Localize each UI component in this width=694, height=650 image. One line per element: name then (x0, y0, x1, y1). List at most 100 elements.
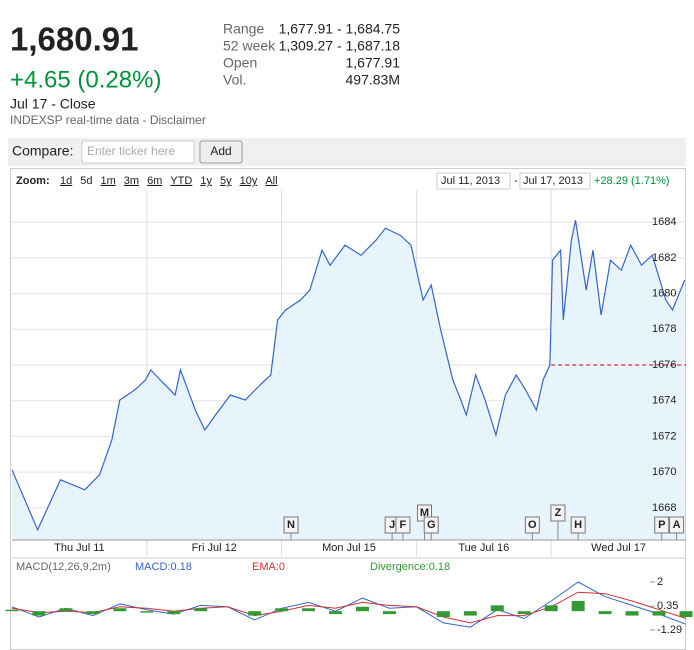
divergence-bar (167, 611, 181, 615)
add-button-label: Add (210, 144, 231, 158)
flag[interactable] (423, 516, 439, 534)
flag[interactable] (654, 516, 670, 534)
stat-value: 1,677.91 - 1,684.75 (279, 21, 401, 37)
flag-label: N (287, 519, 295, 531)
flag-label: G (427, 519, 436, 531)
zoom-link[interactable]: 1m (101, 175, 116, 187)
flag-label: F (400, 519, 407, 531)
divergence-bar (329, 611, 343, 615)
divergence-bar (355, 606, 369, 612)
stat-value: 1,309.27 - 1,687.18 (279, 38, 401, 54)
to-date: Jul 17, 2013 (523, 175, 583, 187)
flag-label: M (420, 507, 429, 519)
divergence-bar (598, 611, 612, 615)
stat-label: Open (223, 55, 257, 71)
price-area (12, 220, 685, 540)
zoom-link[interactable]: 1y (200, 175, 212, 187)
macd-line (11, 581, 687, 628)
macd-line (11, 591, 687, 624)
flag[interactable] (524, 516, 540, 534)
from-box[interactable] (436, 172, 511, 190)
zoom-link[interactable]: 10y (240, 175, 258, 187)
zoom-label: Zoom: (16, 175, 50, 187)
stat-label: Range (223, 21, 264, 37)
legend-entry: Divergence:0.18 (370, 561, 450, 573)
zoom-link[interactable]: 5d (80, 175, 92, 187)
flag[interactable] (550, 504, 566, 522)
y-tick-label: 1668 (652, 502, 676, 514)
price-line (11, 220, 686, 532)
stat-label: Vol. (223, 72, 246, 88)
divergence-bar (32, 611, 46, 616)
divergence-bar (679, 611, 693, 618)
flag-label: H (574, 519, 582, 531)
divergence-bar (59, 608, 73, 612)
legend-entry: MACD:0.18 (135, 561, 192, 573)
y-tick-label: 1672 (652, 430, 676, 442)
y-tick-label: -1.29 (657, 624, 682, 636)
zoom-link[interactable]: 6m (147, 175, 162, 187)
divergence-bar (652, 611, 666, 616)
zoom-link[interactable]: All (265, 175, 277, 187)
x-tick-label: Fri Jul 12 (192, 542, 237, 554)
divergence-bar (302, 608, 316, 612)
divergence-bar (463, 611, 477, 616)
y-tick-label: 0.35 (657, 600, 678, 612)
divergence-bar (140, 611, 154, 613)
divergence-bar (5, 609, 19, 612)
divergence-bar (275, 608, 289, 612)
y-tick-label: 1682 (652, 252, 676, 264)
add-button[interactable] (199, 140, 243, 164)
x-tick-label: Thu Jul 11 (54, 542, 105, 554)
x-tick-label: Mon Jul 15 (322, 542, 376, 554)
range-separator: - (514, 175, 518, 187)
macd-title: MACD(12,26,9,2m) (16, 561, 111, 573)
zoom-link[interactable]: 1d (60, 175, 72, 187)
y-tick-label: 1676 (652, 359, 676, 371)
ticker-placeholder: Enter ticker here (87, 144, 175, 158)
price: 1,680.91 (10, 21, 138, 58)
stat-value: 1,677.91 (346, 55, 401, 71)
ticker-input[interactable] (81, 140, 195, 164)
close-date: Jul 17 - Close (10, 96, 96, 112)
zoom-link[interactable]: 5y (220, 175, 232, 187)
divergence-bar (382, 611, 396, 615)
legend-entry: EMA:0 (252, 561, 285, 573)
from-date: Jul 11, 2013 (441, 175, 500, 187)
divergence-bar (490, 605, 504, 612)
data-source[interactable]: INDEXSP real-time data - Disclaimer (10, 113, 206, 127)
flag[interactable] (669, 516, 685, 534)
zoom-link[interactable]: 3m (124, 175, 139, 187)
divergence-bar (248, 611, 262, 616)
divergence-bar (194, 608, 208, 612)
flag-label: J (389, 519, 395, 531)
stat-value: 497.83M (346, 72, 400, 88)
flag-label: Z (555, 507, 562, 519)
y-tick-label: 1670 (652, 466, 676, 478)
x-tick-label: Tue Jul 16 (458, 542, 509, 554)
divergence-bar (544, 605, 558, 612)
divergence-bar (86, 611, 100, 615)
y-tick-label: 2 (657, 576, 663, 588)
flag-label: O (528, 519, 537, 531)
y-tick-label: 1680 (652, 287, 676, 299)
divergence-bar (625, 611, 639, 616)
flag[interactable] (570, 516, 586, 534)
divergence-bar (571, 600, 585, 612)
range-change: +28.29 (1.71%) (594, 175, 670, 187)
divergence-bar (436, 611, 450, 618)
flag-label: P (658, 519, 665, 531)
flag-label: A (673, 519, 681, 531)
price-change: +4.65 (0.28%) (10, 66, 161, 93)
to-box[interactable] (519, 172, 591, 190)
y-tick-label: 1684 (652, 216, 676, 228)
y-tick-label: 1678 (652, 323, 676, 335)
flag[interactable] (395, 516, 411, 534)
divergence-bar (113, 608, 127, 612)
compare-label: Compare: (12, 143, 73, 159)
x-tick-label: Wed Jul 17 (591, 542, 646, 554)
stat-label: 52 week (223, 38, 276, 54)
zoom-link[interactable]: YTD (170, 175, 192, 187)
flag[interactable] (283, 516, 299, 534)
